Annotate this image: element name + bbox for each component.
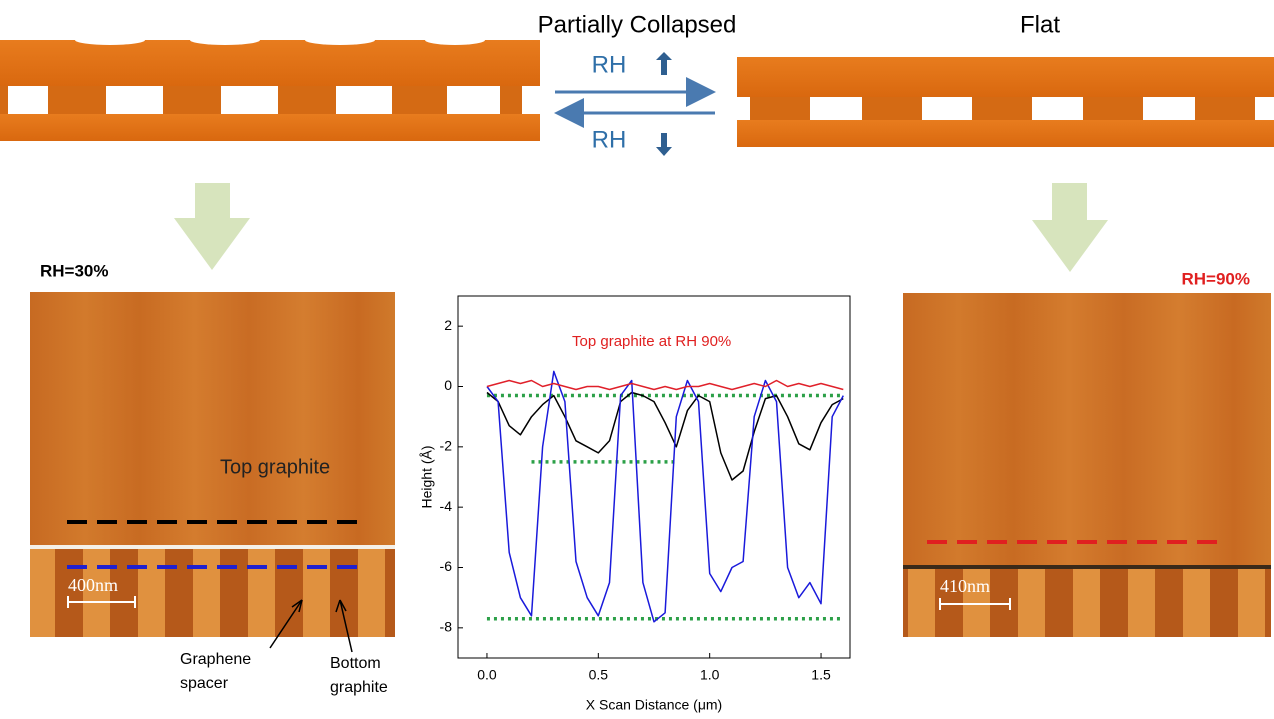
scale-label: 410nm bbox=[940, 576, 990, 596]
graphene-spacer-label: Graphene spacer bbox=[180, 651, 252, 692]
y-axis-label: Height (Å) bbox=[419, 445, 435, 508]
down-arrow bbox=[174, 183, 250, 270]
up-icon bbox=[656, 52, 672, 75]
graphene-spacer-box: Graphene spacer bbox=[180, 651, 252, 692]
bottom-graphite-label: Bottom graphite bbox=[330, 655, 388, 696]
data-line bbox=[486, 379, 844, 391]
down-icon bbox=[656, 133, 672, 156]
transition-arrows bbox=[554, 77, 716, 128]
rh-down-label: RH bbox=[592, 126, 627, 153]
left-rh: RH=30% bbox=[40, 261, 109, 280]
scale-label: 400nm bbox=[68, 575, 118, 595]
afm-image-right bbox=[903, 293, 1271, 637]
plot-frame bbox=[457, 295, 851, 659]
bottom-graphite-box: Bottom graphite bbox=[330, 655, 388, 696]
x-axis-label: X Scan Distance (μm) bbox=[586, 697, 722, 713]
y-tick-label: -4 bbox=[440, 498, 453, 514]
down-arrow bbox=[1032, 183, 1108, 272]
y-tick-label: 0 bbox=[444, 377, 452, 393]
x-tick-label: 1.0 bbox=[700, 667, 720, 683]
collapsed-structure bbox=[0, 35, 540, 141]
x-tick-label: 0.0 bbox=[477, 667, 497, 683]
right-state-title: Flat bbox=[1020, 11, 1060, 38]
rh-up-label: RH bbox=[592, 51, 627, 78]
y-tick-label: -8 bbox=[440, 619, 453, 635]
afm-image-left bbox=[30, 292, 395, 637]
right-rh: RH=90% bbox=[1181, 269, 1250, 288]
top-graphite-label: Top graphite bbox=[220, 456, 330, 478]
x-tick-label: 0.5 bbox=[589, 667, 609, 683]
flat-structure bbox=[737, 57, 1274, 147]
x-tick-label: 1.5 bbox=[811, 667, 831, 683]
height-profile-chart: Top graphite at RH 90% X Scan Distance (… bbox=[419, 295, 851, 713]
chart-annotation: Top graphite at RH 90% bbox=[572, 333, 731, 350]
y-tick-label: 2 bbox=[444, 317, 452, 333]
left-state-title: Partially Collapsed bbox=[538, 11, 737, 38]
y-tick-label: -6 bbox=[440, 558, 453, 574]
y-tick-label: -2 bbox=[440, 438, 453, 454]
pointer-arrows bbox=[269, 599, 353, 653]
data-line bbox=[486, 370, 844, 623]
data-line bbox=[486, 391, 844, 481]
